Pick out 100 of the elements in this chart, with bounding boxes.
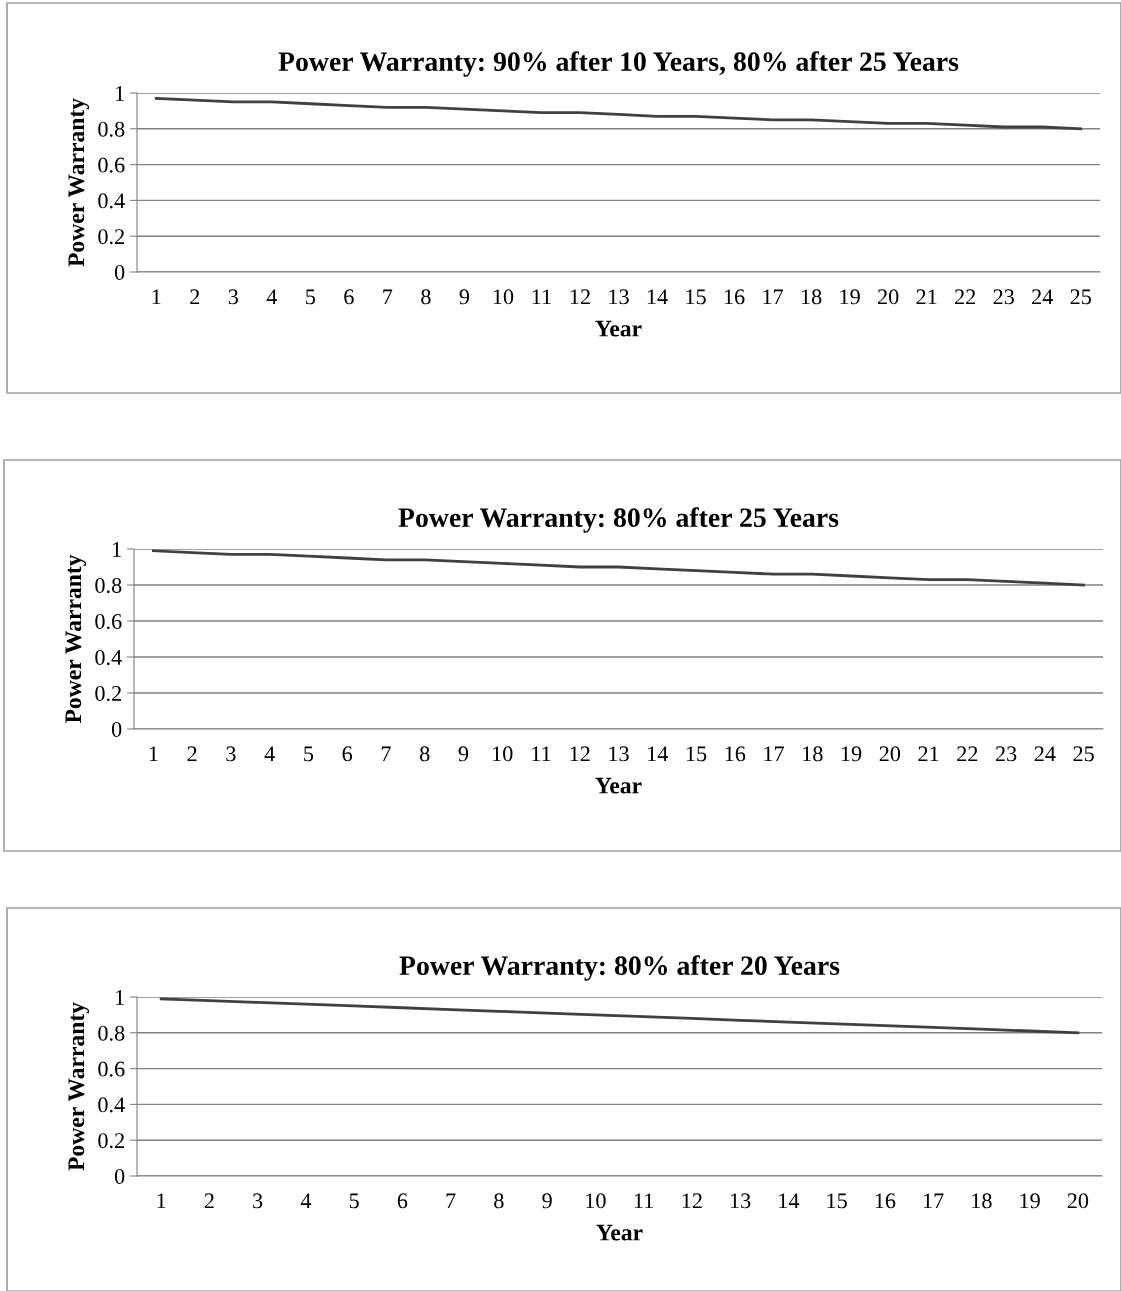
x-tick-label: 10 [586,1193,606,1209]
y-axis-title: Power Warranty [68,98,90,267]
x-tick-label: 17 [923,1193,944,1209]
y-axis-title: Power Warranty [68,1002,90,1171]
x-tick-label: 1 [149,746,158,762]
y-tick-label: 1 [113,542,121,557]
y-tick-label: 0.8 [98,121,125,137]
x-axis-title: Year [595,320,642,337]
line-series [159,997,1080,1035]
x-tick-label: 20 [1067,1193,1089,1209]
x-tick-label: 16 [725,746,746,762]
chart-title: Power Warranty: 80% after 25 Years [398,507,839,533]
x-tick-label: 14 [647,289,668,305]
y-axis-title: Power Warranty [65,554,87,724]
y-tick-label: 1 [116,990,124,1005]
x-tick-label: 23 [995,746,1017,762]
x-tick-label: 25 [1070,289,1091,305]
line-series [151,549,1086,587]
x-tick-label: 18 [801,289,822,305]
x-tick-label: 10 [493,289,514,305]
x-tick-label: 8 [419,746,430,762]
y-tick-label: 0.6 [98,157,125,173]
x-axis-title: Year [596,1224,643,1241]
x-tick-label: 15 [827,1193,847,1209]
x-tick-label: 13 [730,1193,751,1209]
y-tick-label: 0.6 [95,613,122,630]
y-tick-label: 1 [116,86,124,101]
y-tick-label: 0.2 [98,229,124,245]
x-tick-label: 5 [306,289,316,305]
x-tick-label: 24 [1034,746,1056,762]
y-tick-label: 0.2 [98,1133,124,1149]
x-tick-label: 8 [494,1193,504,1209]
x-tick-label: 12 [570,289,590,305]
x-tick-label: 20 [879,746,901,762]
x-tick-label: 2 [204,1193,214,1209]
x-tick-label: 11 [532,289,551,305]
x-tick-label: 3 [253,1193,263,1209]
x-tick-label: 2 [187,746,197,762]
x-tick-label: 16 [875,1193,896,1209]
x-tick-label: 8 [421,289,431,305]
x-tick-label: 4 [300,1193,312,1209]
x-tick-label: 7 [446,1193,456,1209]
y-tick-label: 0.8 [98,1025,125,1041]
y-tick-label: 0 [111,721,122,737]
x-tick-label: 18 [972,1193,992,1209]
x-tick-label: 17 [763,289,784,305]
x-tick-label: 4 [266,289,278,305]
x-tick-label: 13 [609,289,629,305]
x-tick-label: 22 [957,746,978,762]
x-tick-label: 7 [383,289,393,305]
x-tick-label: 2 [190,289,200,305]
x-tick-label: 16 [724,289,745,305]
x-tick-label: 9 [458,746,469,762]
x-tick-label: 9 [542,1193,552,1209]
chart-title: Power Warranty: 80% after 20 Years [399,955,840,981]
x-tick-label: 9 [459,289,470,305]
x-tick-label: 12 [570,746,590,762]
x-tick-label: 11 [532,746,551,762]
y-tick-label: 0.8 [95,577,122,594]
y-tick-label: 0.2 [95,685,121,702]
x-tick-label: 5 [304,746,314,762]
x-tick-label: 19 [840,289,860,305]
x-tick-label: 7 [381,746,391,762]
x-tick-label: 6 [397,1193,408,1209]
x-tick-label: 14 [648,746,669,762]
x-tick-label: 21 [918,746,939,762]
x-tick-label: 20 [878,289,899,305]
y-tick-label: 0.4 [95,649,122,666]
y-tick-label: 0 [114,1168,125,1184]
x-tick-label: 13 [609,746,629,762]
x-tick-label: 1 [152,289,161,305]
y-tick-label: 0 [114,264,125,280]
x-tick-label: 21 [916,289,937,305]
chart-title: Power Warranty: 90% after 10 Years, 80% after 25 Years [278,51,959,77]
x-tick-label: 3 [226,746,236,762]
x-tick-label: 1 [157,1193,166,1209]
x-tick-label: 12 [682,1193,702,1209]
x-tick-label: 4 [264,746,275,762]
x-tick-label: 14 [779,1193,800,1209]
x-tick-label: 19 [1020,1193,1040,1209]
x-tick-label: 11 [634,1193,653,1209]
x-tick-label: 15 [686,746,707,762]
x-tick-label: 10 [493,746,513,762]
x-tick-label: 6 [344,289,354,305]
x-tick-label: 17 [764,746,785,762]
x-tick-label: 3 [228,289,238,305]
x-tick-label: 23 [993,289,1014,305]
x-tick-label: 19 [841,746,862,762]
x-tick-label: 18 [803,746,823,762]
y-tick-label: 0.6 [98,1061,125,1077]
x-tick-label: 15 [686,289,706,305]
x-tick-label: 22 [955,289,976,305]
x-tick-label: 25 [1073,746,1094,762]
x-tick-label: 6 [342,746,353,762]
line-series [154,96,1083,131]
x-tick-label: 24 [1032,289,1053,305]
y-tick-label: 0.4 [98,193,125,209]
x-axis-title: Year [595,777,642,794]
y-tick-label: 0.4 [98,1097,125,1113]
x-tick-label: 5 [349,1193,359,1209]
